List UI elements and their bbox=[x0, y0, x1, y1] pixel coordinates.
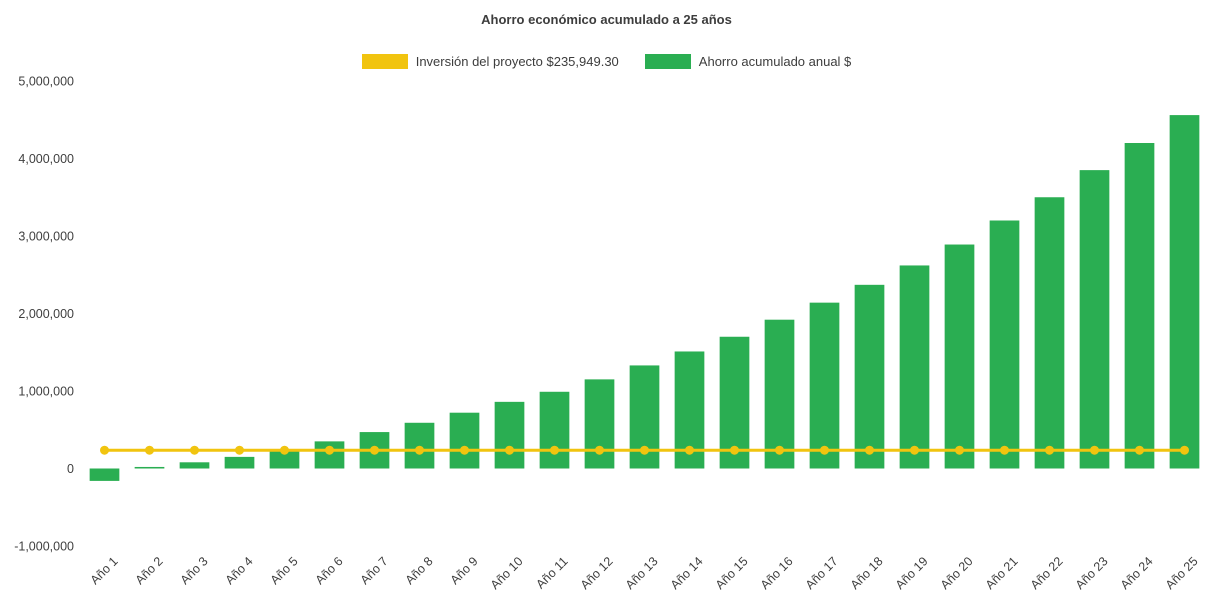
x-axis-tick-label: Año 13 bbox=[623, 554, 661, 592]
x-axis-tick-label: Año 23 bbox=[1073, 554, 1111, 592]
savings-bar bbox=[224, 456, 255, 469]
x-axis-tick-label: Año 14 bbox=[668, 554, 706, 592]
investment-point bbox=[730, 445, 739, 455]
savings-bar bbox=[539, 391, 570, 469]
investment-point bbox=[865, 445, 874, 455]
savings-bar bbox=[764, 319, 795, 469]
savings-bar bbox=[944, 244, 975, 469]
x-axis-tick-label: Año 15 bbox=[713, 554, 751, 592]
savings-bar bbox=[494, 401, 525, 469]
x-axis-tick-label: Año 5 bbox=[268, 554, 301, 587]
savings-bar bbox=[1124, 143, 1155, 469]
savings-bar bbox=[989, 220, 1020, 469]
investment-point bbox=[145, 445, 154, 455]
savings-bar bbox=[179, 462, 210, 469]
x-axis-tick-label: Año 19 bbox=[893, 554, 931, 592]
y-axis-tick-label: -1,000,000 bbox=[14, 540, 74, 554]
x-axis-tick-label: Año 25 bbox=[1163, 554, 1201, 592]
savings-bar bbox=[1169, 115, 1200, 469]
savings-bar bbox=[584, 379, 615, 469]
x-axis-tick-label: Año 10 bbox=[488, 554, 526, 592]
investment-point bbox=[235, 445, 244, 455]
investment-point bbox=[1045, 445, 1054, 455]
investment-color-swatch bbox=[361, 54, 408, 69]
investment-point bbox=[1090, 445, 1099, 455]
investment-point bbox=[505, 445, 514, 455]
savings-bar bbox=[1079, 170, 1110, 469]
investment-point bbox=[1135, 445, 1144, 455]
savings-bar bbox=[854, 284, 885, 469]
investment-point bbox=[640, 445, 649, 455]
x-axis-tick-label: Año 24 bbox=[1118, 554, 1156, 592]
chart-legend: Inversión del proyecto $235,949.30 Ahorr… bbox=[0, 54, 1213, 69]
investment-point bbox=[190, 445, 199, 455]
investment-point bbox=[820, 445, 829, 455]
x-axis-tick-label: Año 6 bbox=[313, 554, 346, 587]
savings-bar bbox=[404, 422, 435, 469]
savings-bar bbox=[134, 466, 165, 469]
investment-point bbox=[595, 445, 604, 455]
investment-point bbox=[685, 445, 694, 455]
investment-point bbox=[460, 445, 469, 455]
y-axis-tick-label: 0 bbox=[67, 462, 74, 476]
investment-point bbox=[1000, 445, 1009, 455]
y-axis-tick-label: 2,000,000 bbox=[18, 307, 74, 321]
savings-bar bbox=[809, 302, 840, 469]
y-axis-tick-label: 3,000,000 bbox=[18, 230, 74, 244]
savings-color-swatch bbox=[644, 54, 691, 69]
x-axis-tick-label: Año 4 bbox=[223, 554, 256, 587]
x-axis-tick-label: Año 7 bbox=[358, 554, 391, 587]
x-axis-tick-label: Año 16 bbox=[758, 554, 796, 592]
x-axis-tick-label: Año 17 bbox=[803, 554, 841, 592]
savings-bar bbox=[899, 265, 930, 469]
x-axis-tick-label: Año 12 bbox=[578, 554, 616, 592]
x-axis-tick-label: Año 18 bbox=[848, 554, 886, 592]
legend-label-savings: Ahorro acumulado anual $ bbox=[698, 54, 852, 69]
x-axis-tick-label: Año 11 bbox=[533, 554, 570, 591]
investment-point bbox=[325, 445, 334, 455]
y-axis-tick-label: 5,000,000 bbox=[18, 75, 74, 89]
chart-title: Ahorro económico acumulado a 25 años bbox=[481, 12, 732, 27]
x-axis-tick-label: Año 3 bbox=[178, 554, 211, 587]
savings-bar bbox=[1034, 197, 1065, 469]
investment-point bbox=[550, 445, 559, 455]
savings-bar bbox=[89, 468, 120, 481]
investment-point bbox=[100, 445, 109, 455]
y-axis-tick-label: 4,000,000 bbox=[18, 152, 74, 166]
x-axis-tick-label: Año 8 bbox=[403, 554, 436, 587]
investment-point bbox=[955, 445, 964, 455]
x-axis-tick-label: Año 2 bbox=[133, 554, 166, 587]
investment-point bbox=[910, 445, 919, 455]
investment-point bbox=[1180, 445, 1189, 455]
investment-point bbox=[415, 445, 424, 455]
legend-item-savings: Ahorro acumulado anual $ bbox=[644, 54, 852, 69]
savings-bar bbox=[269, 449, 300, 469]
y-axis-tick-label: 1,000,000 bbox=[18, 385, 74, 399]
savings-bar bbox=[449, 412, 480, 469]
investment-point bbox=[370, 445, 379, 455]
x-axis-tick-label: Año 20 bbox=[938, 554, 976, 592]
x-axis-tick-label: Año 22 bbox=[1028, 554, 1066, 592]
x-axis-tick-label: Año 9 bbox=[448, 554, 481, 587]
x-axis-tick-label: Año 21 bbox=[983, 554, 1021, 592]
x-axis-tick-label: Año 1 bbox=[88, 554, 121, 587]
investment-point bbox=[775, 445, 784, 455]
investment-point bbox=[280, 445, 289, 455]
legend-label-investment: Inversión del proyecto $235,949.30 bbox=[415, 54, 619, 69]
savings-bar bbox=[314, 441, 345, 469]
legend-item-investment: Inversión del proyecto $235,949.30 bbox=[361, 54, 619, 69]
